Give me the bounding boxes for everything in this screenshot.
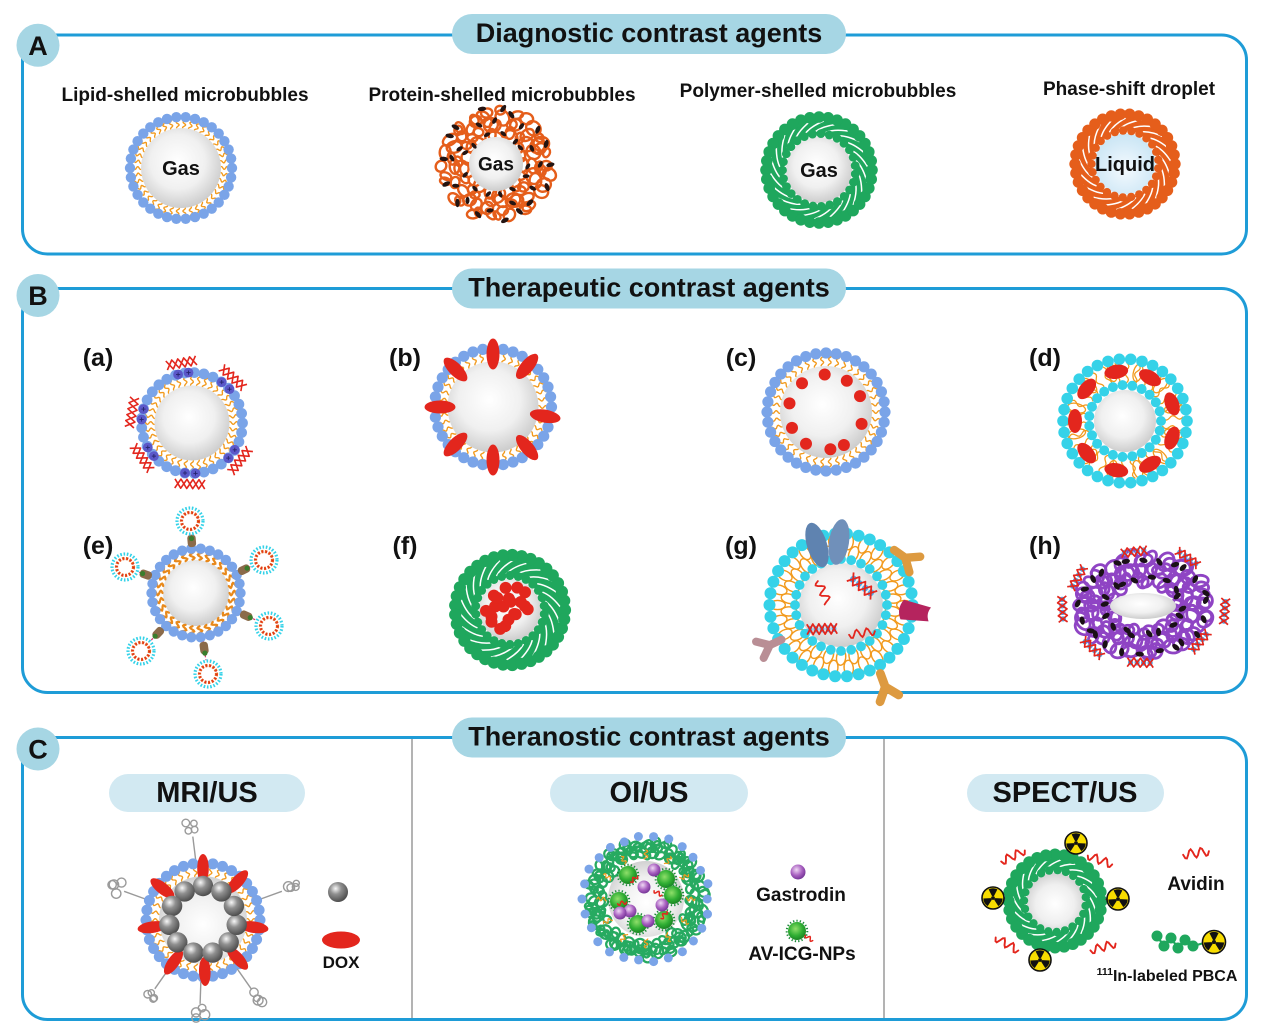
svg-text:OI/US: OI/US	[610, 777, 689, 809]
svg-text:Gastrodin: Gastrodin	[756, 885, 846, 906]
svg-text:(g): (g)	[725, 532, 757, 560]
svg-text:Gas: Gas	[162, 158, 200, 180]
svg-text:A: A	[28, 31, 48, 61]
svg-text:Therapeutic contrast agents: Therapeutic contrast agents	[468, 273, 830, 303]
svg-text:(d): (d)	[1029, 344, 1061, 372]
svg-text:Protein-shelled microbubbles: Protein-shelled microbubbles	[368, 85, 635, 106]
svg-text:Lipid-shelled microbubbles: Lipid-shelled microbubbles	[61, 85, 308, 106]
svg-text:B: B	[28, 281, 48, 311]
svg-text:(h): (h)	[1029, 532, 1061, 560]
svg-text:Theranostic contrast agents: Theranostic contrast agents	[468, 722, 830, 752]
svg-text:111In-labeled PBCA: 111In-labeled PBCA	[1097, 966, 1238, 985]
svg-text:(b): (b)	[389, 344, 421, 372]
svg-text:Liquid: Liquid	[1095, 154, 1155, 176]
svg-text:Avidin: Avidin	[1167, 874, 1224, 895]
svg-text:(f): (f)	[393, 532, 418, 560]
svg-text:DOX: DOX	[323, 953, 361, 972]
svg-text:(e): (e)	[83, 532, 114, 560]
svg-text:Phase-shift droplet: Phase-shift droplet	[1043, 79, 1216, 100]
svg-text:Gas: Gas	[478, 155, 514, 176]
svg-text:(a): (a)	[83, 344, 114, 372]
svg-text:C: C	[28, 735, 48, 765]
svg-text:SPECT/US: SPECT/US	[992, 777, 1137, 809]
svg-text:AV-ICG-NPs: AV-ICG-NPs	[748, 944, 855, 965]
svg-text:MRI/US: MRI/US	[156, 777, 258, 809]
svg-text:(c): (c)	[726, 344, 757, 372]
svg-text:Polymer-shelled microbubbles: Polymer-shelled microbubbles	[680, 81, 957, 102]
svg-text:Gas: Gas	[800, 160, 838, 182]
svg-text:Diagnostic contrast agents: Diagnostic contrast agents	[476, 18, 823, 48]
